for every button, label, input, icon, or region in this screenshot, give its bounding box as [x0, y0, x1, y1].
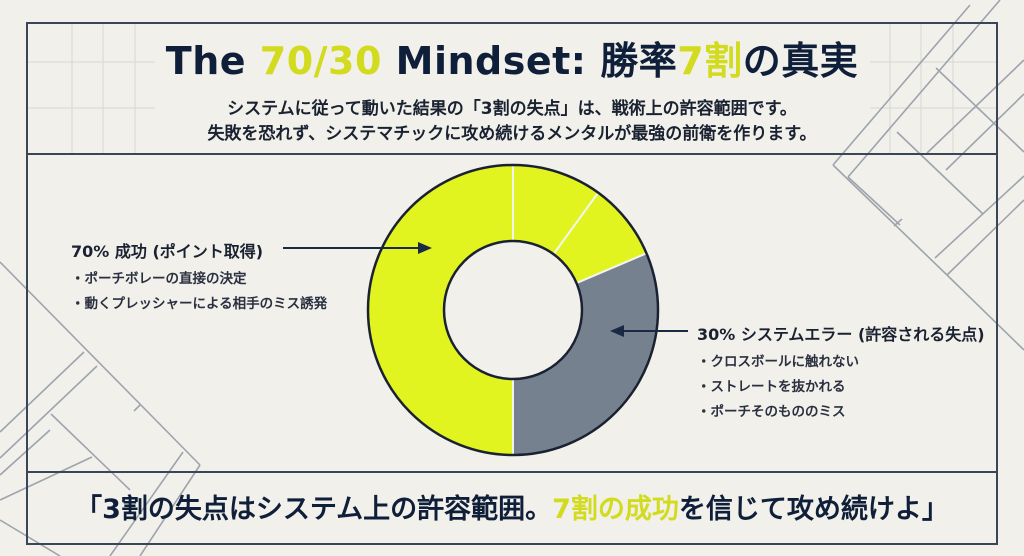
title-text: The [165, 39, 260, 83]
success-label: 70% 成功 (ポイント取得) [71, 242, 264, 261]
success-annotation: 70% 成功 (ポイント取得) ・ポーチボレーの直接の決定 ・動くプレッシャーに… [71, 238, 327, 312]
page-title: The 70/30 Mindset: 勝率7割の真実 [0, 30, 1024, 85]
title-highlight-7wari: 7割 [677, 39, 743, 83]
donut-segments [367, 163, 659, 457]
success-item: ・ポーチボレーの直接の決定 [71, 271, 247, 287]
footer-quote: 「3割の失点はシステム上の許容範囲。7割の成功を信じて攻め続けよ」 [0, 487, 1024, 526]
error-label: 30% システムエラー (許容される失点) [697, 325, 985, 344]
error-item: ・ストレートを抜かれる [697, 379, 846, 395]
error-annotation: 30% システムエラー (許容される失点) ・クロスボールに触れない ・ストレー… [697, 321, 985, 420]
donut-outer-ring [366, 163, 660, 457]
content-frame [26, 22, 998, 545]
subtitle-line-1: システムに従って動いた結果の「3割の失点」は、戦術上の許容範囲です。 [227, 99, 797, 119]
footer-quote-part: 「3割の失点はシステム上の許容範囲。 [75, 494, 553, 525]
error-item: ・ポーチそのもののミス [697, 404, 846, 420]
title-text: Mindset: 勝率 [381, 39, 678, 83]
title-highlight-ratio: 70/30 [259, 39, 382, 83]
footer-quote-part: を信じて攻め続けよ」 [678, 494, 949, 525]
footer-divider [26, 471, 998, 473]
subtitle-line-2: 失敗を恐れず、システマチックに攻め続けるメンタルが最強の前衛を作ります。 [207, 124, 817, 144]
arrow-success [283, 242, 432, 254]
header-divider [26, 153, 998, 155]
arrow-error [610, 325, 688, 337]
error-item: ・クロスボールに触れない [697, 354, 859, 370]
success-item: ・動くプレッシャーによる相手のミス誘発 [71, 296, 328, 312]
donut-hole [442, 239, 584, 381]
footer-quote-highlight: 7割の成功 [552, 494, 679, 525]
title-text: の真実 [742, 39, 859, 83]
